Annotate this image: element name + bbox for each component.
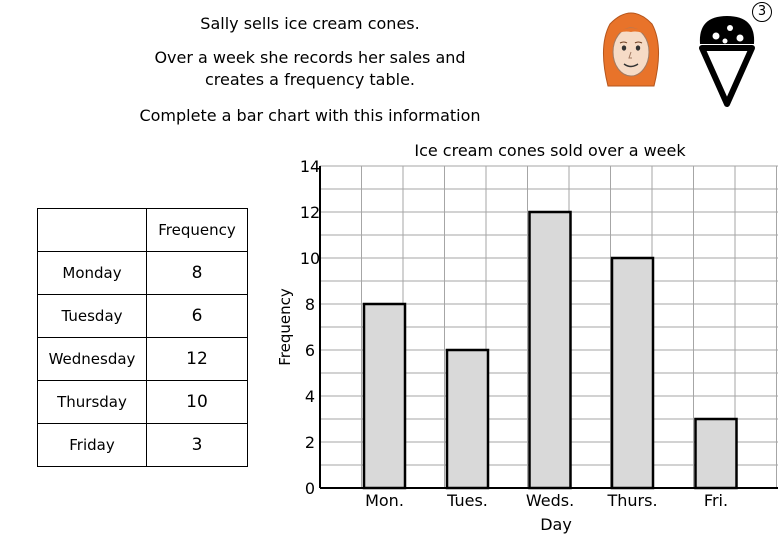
y-tick-label: 10 [300,249,320,268]
table-cell-day: Thursday [37,380,147,424]
table-row: Tuesday 6 [37,294,248,338]
x-axis-label: Day [540,515,572,534]
intro-line-2a: Over a week she records her sales and [154,48,466,67]
y-axis-label: Frequency [276,288,294,366]
y-tick-label: 14 [300,157,320,176]
y-tick-label: 6 [305,341,315,360]
intro-line-3: Complete a bar chart with this informati… [139,106,481,125]
table-cell-day: Monday [37,251,147,295]
bar-tues [445,348,490,490]
table-cell-day: Tuesday [37,294,147,338]
x-tick-label: Tues. [446,491,488,510]
y-tick-label: 8 [305,295,315,314]
x-tick-label: Fri. [704,491,728,510]
table-cell-day: Friday [37,423,147,467]
chart-title: Ice cream cones sold over a week [414,141,686,160]
y-tick-label: 4 [305,387,315,406]
table-cell-value: 10 [146,380,248,424]
x-tick-label: Weds. [526,491,574,510]
bar-mon [362,302,407,490]
table-row: Monday 8 [37,251,248,295]
table-cell-value: 3 [146,423,248,467]
table-row: Friday 3 [37,423,248,467]
table-row: Wednesday 12 [37,337,248,381]
bar-fri [694,417,738,490]
table-row: Thursday 10 [37,380,248,424]
x-tick-label: Mon. [365,491,404,510]
frequency-table: Frequency Monday 8 Tuesday 6 Wednesday 1… [37,208,248,467]
table-cell-day: Wednesday [37,337,147,381]
x-tick-label: Thurs. [606,491,657,510]
bar-weds [528,210,572,490]
intro-line-2: Over a week she records her sales and cr… [0,47,620,91]
intro-line-1: Sally sells ice cream cones. [200,14,420,33]
question-number-badge: 3 [752,2,772,22]
table-cell-value: 8 [146,251,248,295]
ice-cream-cone-icon [699,16,755,107]
y-tick-label: 2 [305,433,315,452]
y-tick-label: 0 [305,479,315,498]
intro-line-2b: creates a frequency table. [204,70,416,89]
girl-face-icon [602,12,660,87]
y-tick-label: 12 [300,203,320,222]
bar-thurs [610,256,655,490]
